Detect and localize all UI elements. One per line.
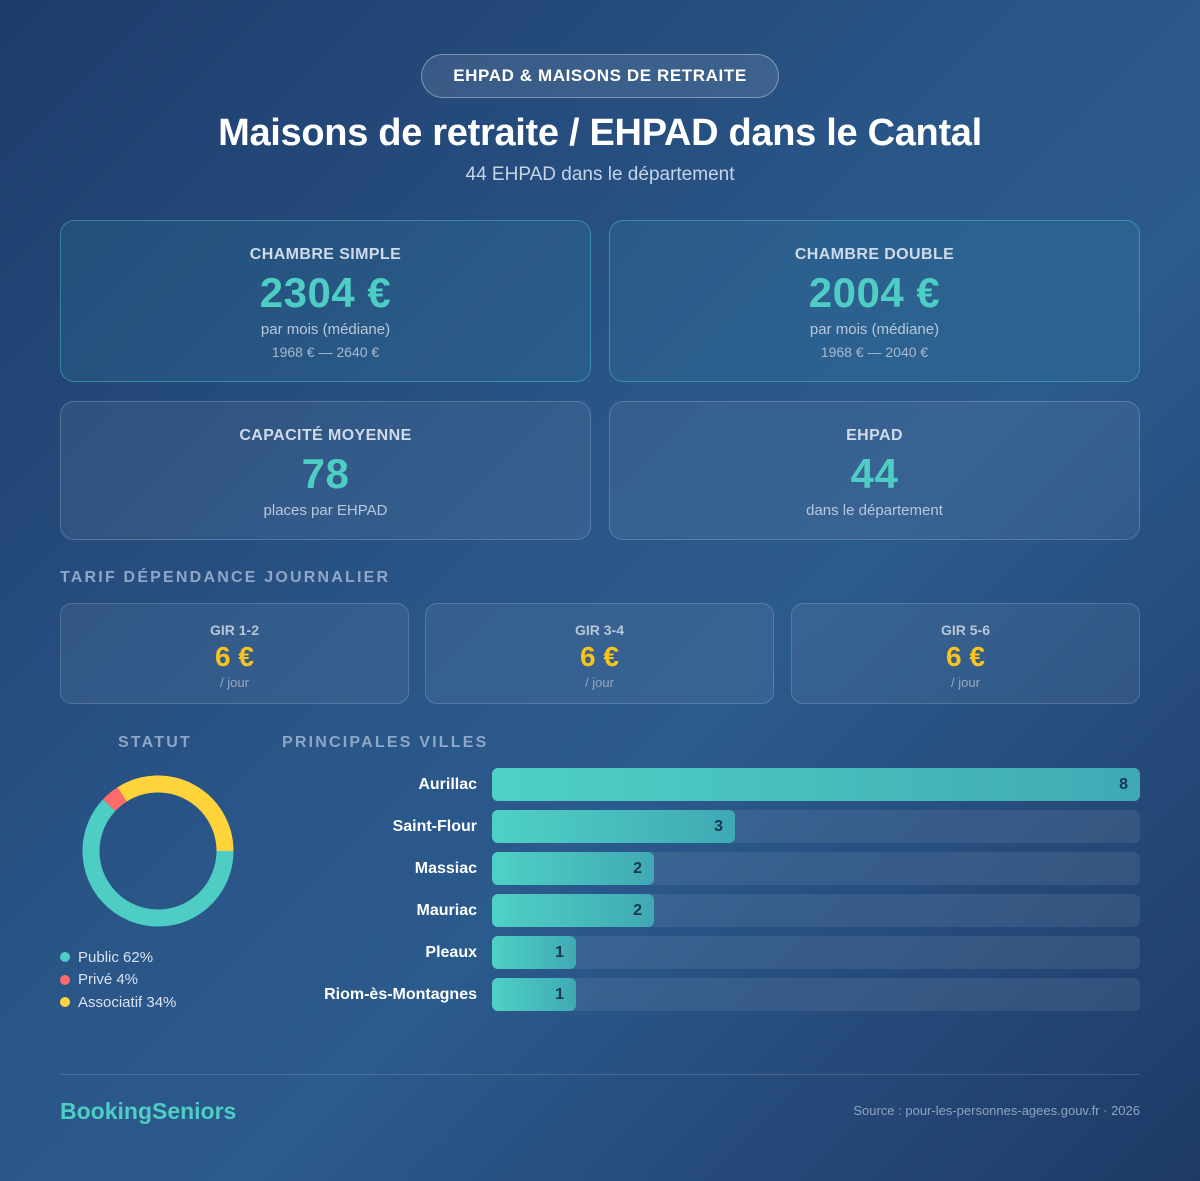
bar: 2 [492,852,654,885]
bar: 1 [492,936,576,969]
donut-slice-associatif [117,775,234,852]
city-row: Saint-Flour 3 [282,810,1140,843]
bar-value-label: 2 [633,902,642,919]
legend-label: Public 62% [78,948,154,966]
card-value: 44 [850,450,899,497]
section-label-villes: PRINCIPALES VILLES [282,734,489,751]
bar-track: 1 [492,936,1140,969]
card-sub: places par EHPAD [263,502,388,519]
card-chambre-simple: CHAMBRE SIMPLE 2304 € par mois (médiane)… [60,220,591,382]
legend-dot [60,974,70,985]
bar-track: 2 [492,852,1140,885]
legend-item-public: Public 62% [60,946,176,969]
category-badge: EHPAD & MAISONS DE RETRAITE [421,54,779,98]
card-sub: par mois (médiane) [260,321,391,338]
card-sub: par mois (médiane) [809,321,940,338]
gir-card: GIR 5-6 6 € / jour [791,603,1140,704]
city-label: Saint-Flour [392,818,477,835]
section-label-statut: STATUT [118,734,192,751]
bar: 3 [492,810,735,843]
page-title: Maisons de retraite / EHPAD dans le Cant… [218,112,982,154]
card-label: CHAMBRE DOUBLE [794,246,955,263]
gir-value: 6 € [580,641,619,672]
bar-value-label: 1 [555,986,564,1003]
card-chambre-double: CHAMBRE DOUBLE 2004 € par mois (médiane)… [609,220,1140,382]
city-row: Massiac 2 [282,852,1140,885]
gir-label: GIR 1-2 [209,622,259,638]
card-label: CHAMBRE SIMPLE [249,246,402,263]
bar-value-label: 2 [633,860,642,877]
legend-label: Privé 4% [78,971,139,989]
city-label: Aurillac [418,776,477,793]
card-sub: dans le département [806,502,943,519]
gir-label: GIR 3-4 [574,622,624,638]
statut-legend: Public 62% Privé 4% Associatif 34% [60,946,176,1014]
bar-track: 3 [492,810,1140,843]
city-label: Mauriac [416,902,477,919]
page-subtitle: 44 EHPAD dans le département [465,164,735,185]
city-label: Massiac [414,860,477,877]
bar-track: 8 [492,768,1140,801]
brand-logo: BookingSeniors [60,1098,237,1124]
footer-divider [60,1074,1140,1075]
gir-unit: / jour [951,675,980,690]
city-row: Pleaux 1 [282,936,1140,969]
bar: 2 [492,894,654,927]
city-row: Riom-ès-Montagnes 1 [282,978,1140,1011]
gir-unit: / jour [220,675,249,690]
card-value: 78 [301,450,350,497]
section-label-dependance: TARIF DÉPENDANCE JOURNALIER [60,569,391,586]
city-label: Pleaux [425,944,477,961]
legend-item-prive: Privé 4% [60,969,176,992]
card-value: 2004 € [808,269,941,316]
card-label: EHPAD [846,427,903,444]
city-label: Riom-ès-Montagnes [324,986,477,1003]
source-note: Source : pour-les-personnes-agees.gouv.f… [853,1103,1140,1118]
card-value: 2304 € [259,269,392,316]
statut-donut-chart [82,775,234,927]
bar-value-label: 8 [1119,776,1128,793]
legend-dot [60,952,70,963]
bar: 1 [492,978,576,1011]
legend-dot [60,997,70,1008]
gir-card: GIR 1-2 6 € / jour [60,603,409,704]
gir-value: 6 € [215,641,254,672]
card-range: 1968 € — 2040 € [820,344,929,360]
bar-track: 2 [492,894,1140,927]
card-ehpad-count: EHPAD 44 dans le département [609,401,1140,540]
city-row: Mauriac 2 [282,894,1140,927]
bar-track: 1 [492,978,1140,1011]
bar-value-label: 1 [555,944,564,961]
gir-label: GIR 5-6 [940,622,990,638]
legend-item-associatif: Associatif 34% [60,991,176,1014]
card-capacite-moyenne: CAPACITÉ MOYENNE 78 places par EHPAD [60,401,591,540]
card-label: CAPACITÉ MOYENNE [239,427,412,444]
bar: 8 [492,768,1140,801]
bar-value-label: 3 [714,818,723,835]
city-row: Aurillac 8 [282,768,1140,801]
donut-slice-public [82,799,234,927]
gir-unit: / jour [585,675,614,690]
gir-value: 6 € [946,641,985,672]
card-range: 1968 € — 2640 € [271,344,380,360]
legend-label: Associatif 34% [78,993,177,1011]
gir-card: GIR 3-4 6 € / jour [425,603,774,704]
donut-slice-priv [102,787,127,812]
